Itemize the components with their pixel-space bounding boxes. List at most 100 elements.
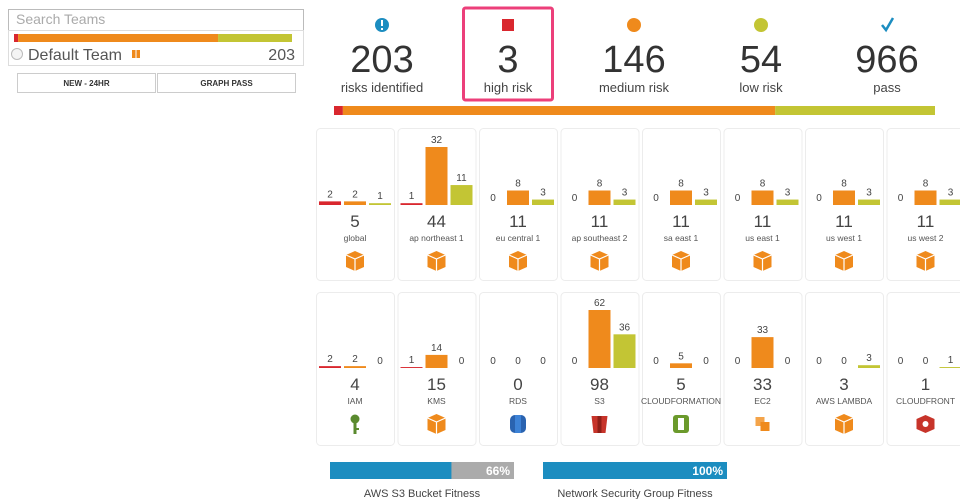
bar-label: 0	[653, 356, 659, 367]
icon-shape	[427, 417, 446, 434]
risk-bar	[858, 365, 880, 368]
card-name: ap northeast 1	[409, 233, 464, 243]
risk-bar	[344, 201, 366, 205]
bar-label: 36	[619, 322, 631, 333]
icon-shape	[353, 423, 357, 434]
service-icon	[916, 251, 935, 271]
risk-bar	[833, 190, 855, 205]
service-icon	[834, 251, 854, 271]
bar-label: 32	[431, 135, 443, 146]
fitness-name: AWS S3 Bucket Fitness	[364, 488, 481, 499]
risk-bar	[695, 199, 717, 205]
icon-shape	[356, 428, 359, 430]
icon-shape	[350, 414, 360, 424]
service-icon	[916, 415, 935, 433]
risk-bar	[400, 367, 423, 368]
bar-label: 0	[735, 193, 741, 204]
bar-label: 2	[352, 189, 358, 200]
service-icon	[350, 414, 360, 434]
bar-label: 0	[377, 356, 383, 367]
service-icon	[755, 417, 770, 431]
icon-shape	[508, 254, 528, 271]
bar-label: 3	[948, 188, 954, 199]
service-icon	[834, 414, 854, 434]
card	[479, 292, 558, 446]
service-icon	[345, 251, 365, 271]
bar-label: 0	[490, 193, 496, 204]
card-total: 15	[427, 375, 446, 394]
bar-label: 2	[327, 189, 333, 200]
risk-segment	[18, 34, 219, 42]
bar-label: 2	[327, 354, 333, 365]
icon-shape	[755, 417, 765, 426]
card	[723, 292, 803, 446]
team-radio[interactable]	[11, 48, 23, 60]
risk-bar	[939, 199, 960, 205]
card-name: CLOUDFORMATION	[641, 396, 721, 406]
service-icon	[673, 415, 689, 433]
card	[805, 292, 884, 446]
bar-label: 0	[515, 356, 521, 367]
bar-label: 0	[490, 356, 496, 367]
bar-label: 0	[898, 356, 904, 367]
team-count: 203	[268, 47, 295, 64]
card-total: 33	[753, 375, 772, 394]
risk-bar	[507, 190, 529, 205]
card-total: 11	[835, 212, 853, 231]
card	[397, 292, 477, 446]
bar-label: 0	[703, 356, 709, 367]
bar-label: 3	[866, 188, 872, 199]
card-total: 11	[591, 212, 609, 231]
risk-bar	[670, 363, 692, 368]
stat-label: low risk	[739, 80, 783, 95]
service-icon	[427, 251, 446, 271]
bar-label: 11	[456, 173, 467, 184]
risk-bar	[369, 203, 391, 205]
risk-bar	[751, 190, 774, 205]
bar-label: 0	[841, 356, 847, 367]
bar-label: 1	[948, 355, 954, 366]
card-total: 11	[754, 212, 772, 231]
risk-segment	[334, 106, 343, 115]
card-total: 11	[672, 212, 690, 231]
bar-label: 8	[678, 179, 684, 190]
card-total: 0	[513, 375, 522, 394]
button[interactable]	[17, 73, 156, 93]
risk-segment	[775, 106, 935, 115]
stat-label: medium risk	[599, 80, 670, 95]
bar-label: 8	[841, 179, 847, 190]
stat-icon	[627, 18, 641, 32]
bar-label: 0	[898, 193, 904, 204]
button-label: NEW - 24HR	[63, 79, 109, 88]
icon-shape	[671, 254, 691, 271]
risk-bar	[751, 337, 774, 368]
icon-shape	[515, 415, 521, 433]
stat-value: 966	[855, 39, 918, 81]
bar-label: 0	[735, 356, 741, 367]
card-name: CLOUDFRONT	[896, 396, 955, 406]
team-name: Default Team	[28, 47, 122, 64]
risk-bar	[914, 190, 937, 205]
bar-label: 3	[703, 188, 709, 199]
card-name: KMS	[427, 396, 446, 406]
risk-bar	[344, 366, 366, 368]
risk-bar	[670, 190, 692, 205]
stat-icon	[375, 18, 389, 32]
risk-bar	[425, 354, 448, 368]
card	[316, 292, 395, 446]
button[interactable]	[157, 73, 296, 93]
stat-icon	[754, 18, 768, 32]
risk-bar	[776, 199, 799, 205]
fitness-bar	[330, 462, 452, 479]
bar-label: 3	[785, 188, 791, 199]
bar-label: 8	[760, 179, 766, 190]
risk-bar	[450, 185, 473, 205]
risk-bar	[588, 310, 611, 368]
risk-bar	[939, 367, 960, 368]
bar-label: 3	[866, 353, 872, 364]
risk-bar	[319, 201, 341, 205]
bar-label: 3	[622, 188, 628, 199]
fitness-value: 66%	[486, 464, 510, 478]
icon-shape	[753, 254, 772, 271]
bar-label: 8	[923, 179, 929, 190]
